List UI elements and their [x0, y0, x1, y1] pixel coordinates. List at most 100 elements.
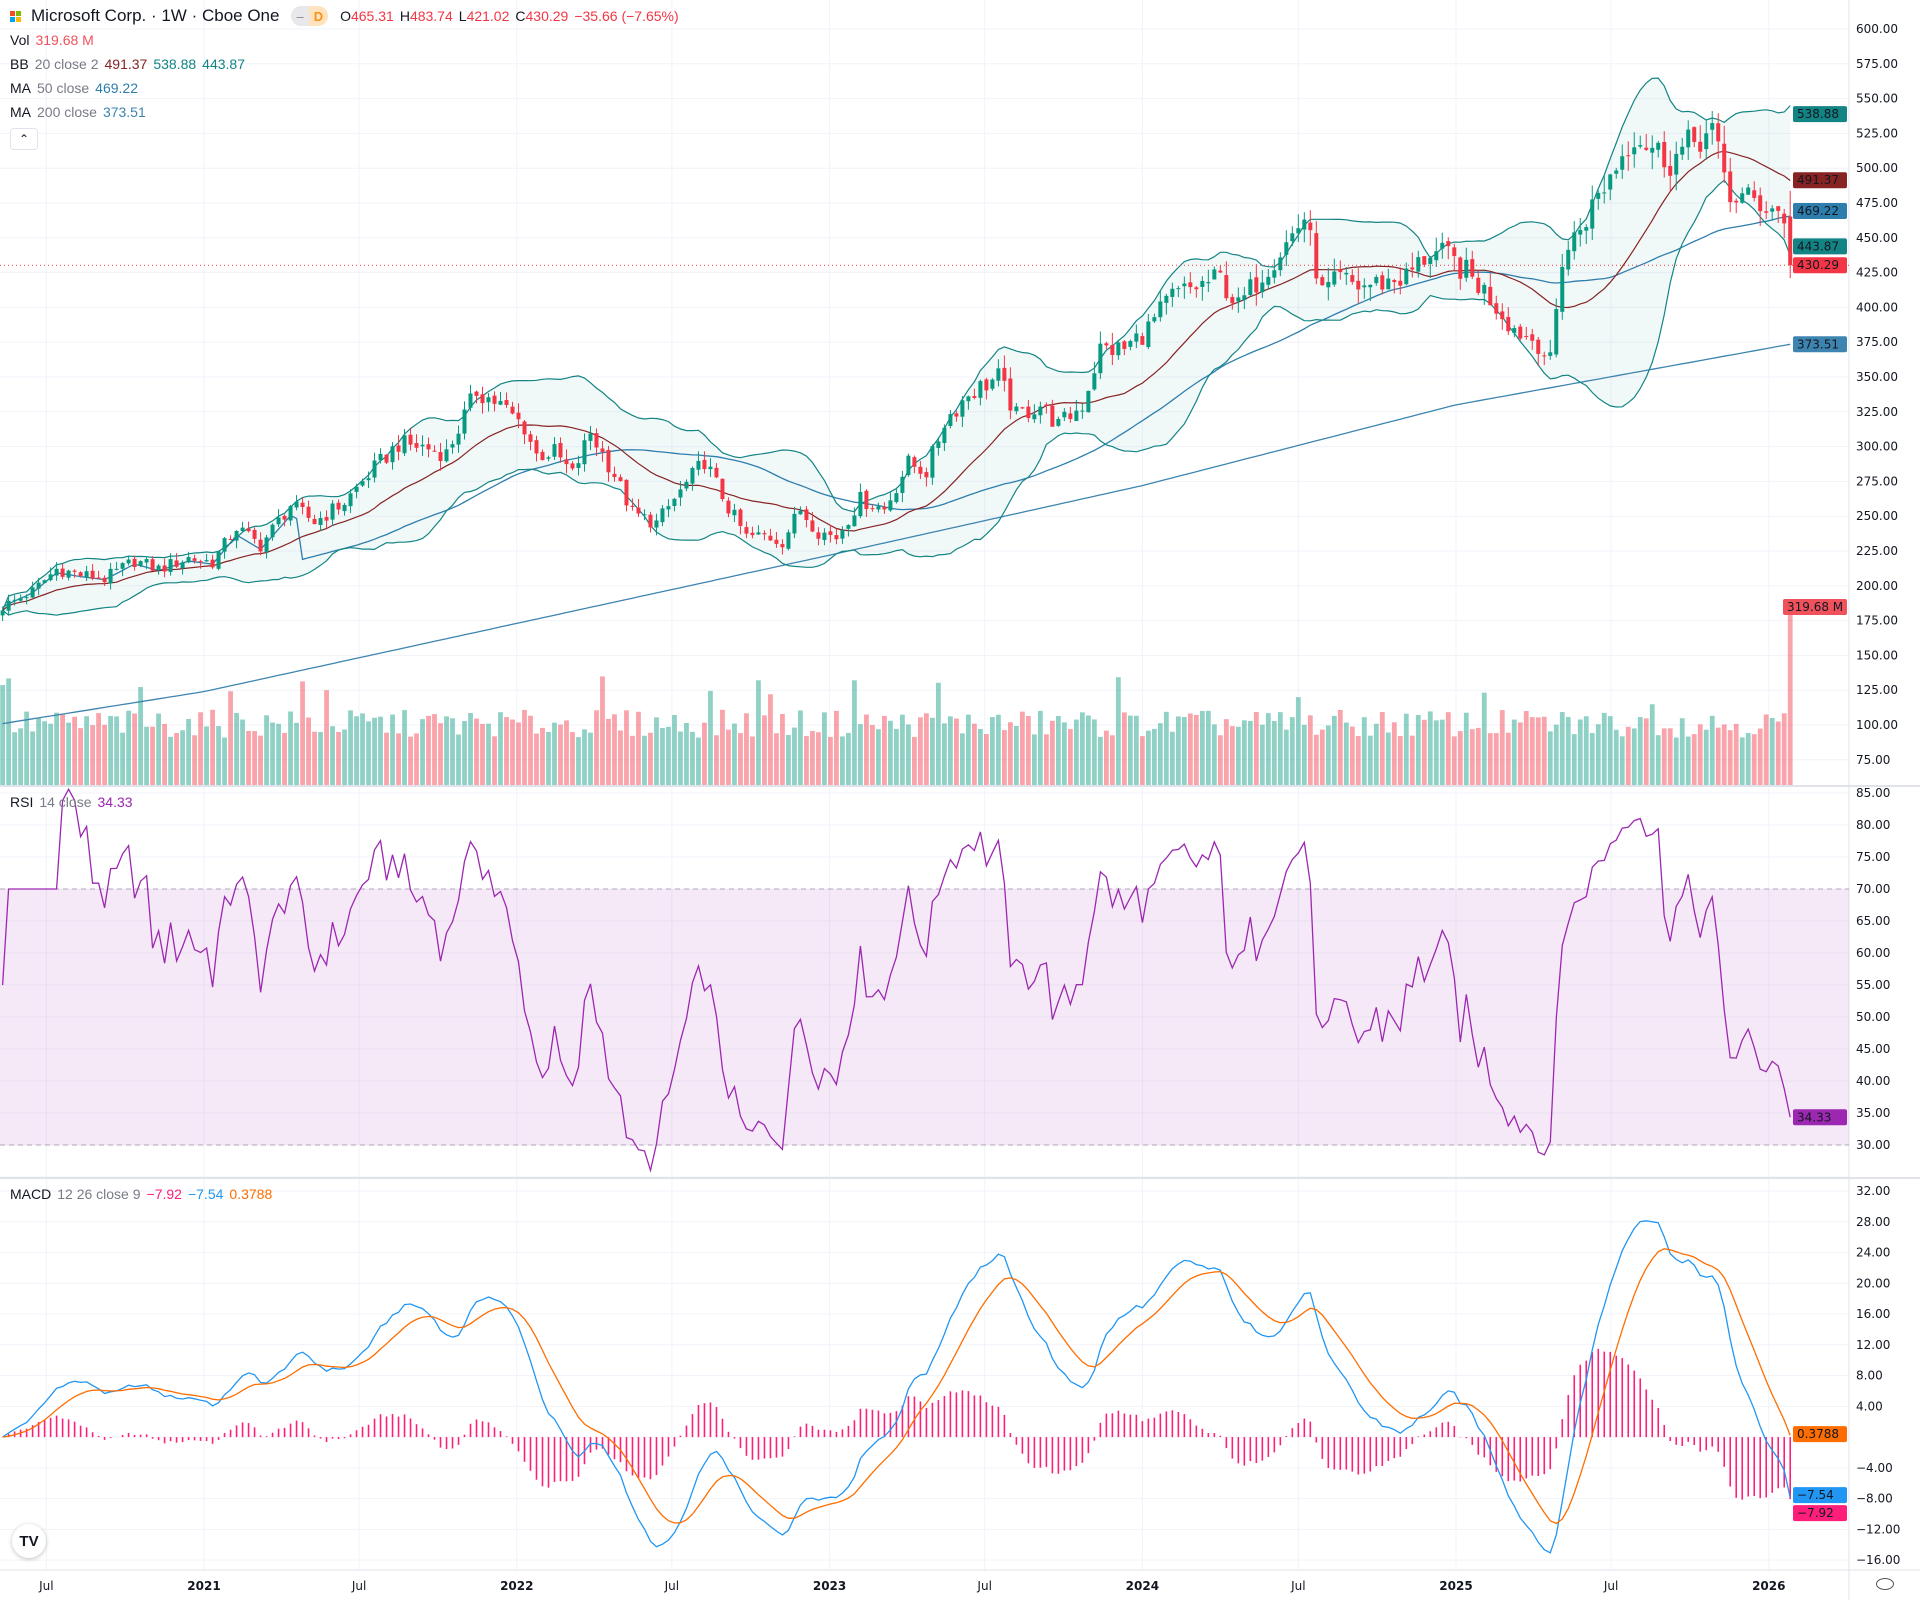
- candle-body: [1356, 280, 1361, 290]
- candle-body: [966, 396, 971, 402]
- volume-bar: [1463, 712, 1469, 785]
- volume-bar: [1769, 717, 1775, 785]
- volume-bar: [300, 681, 305, 785]
- volume-bar: [294, 722, 299, 785]
- volume-bar: [1523, 711, 1529, 785]
- volume-bar: [798, 710, 803, 785]
- volume-bar: [468, 712, 473, 785]
- rsi-legend[interactable]: RSI 14 close 34.33: [10, 794, 133, 810]
- candle-body: [1518, 326, 1523, 339]
- volume-bar: [372, 717, 377, 785]
- macd-line-value: −7.54: [187, 1186, 224, 1202]
- volume-bar: [1655, 735, 1661, 785]
- settings-eye-icon[interactable]: [1876, 1578, 1894, 1590]
- volume-bar: [252, 731, 257, 785]
- price-axis-label: 100.00: [1856, 718, 1898, 732]
- candle-body: [438, 452, 443, 462]
- candle-body: [174, 560, 179, 567]
- price-axis-label: 150.00: [1856, 648, 1898, 662]
- volume-legend[interactable]: Vol 319.68 M: [10, 32, 94, 48]
- volume-bar: [816, 732, 821, 785]
- candle-body: [1650, 147, 1655, 153]
- volume-bar: [1121, 712, 1127, 785]
- vol-label: Vol: [10, 32, 30, 48]
- candle-body: [900, 476, 905, 493]
- candle-body: [972, 396, 977, 398]
- volume-bar: [1499, 710, 1505, 785]
- price-axis-label: 525.00: [1856, 126, 1898, 140]
- volume-bar: [1493, 733, 1499, 785]
- candle-body: [618, 477, 623, 481]
- volume-bar: [1127, 715, 1133, 785]
- ma200-legend[interactable]: MA 200 close 373.51: [10, 104, 146, 120]
- volume-bar: [989, 717, 995, 785]
- candle-body: [78, 572, 83, 576]
- candle-body: [1050, 405, 1055, 427]
- volume-bar: [186, 718, 191, 785]
- volume-bar: [977, 729, 983, 785]
- macd-legend[interactable]: MACD 12 26 close 9 −7.92 −7.54 0.3788: [10, 1186, 272, 1202]
- candle-body: [1548, 352, 1553, 356]
- volume-bar: [510, 719, 515, 785]
- price-badge-text: 469.22: [1797, 204, 1839, 218]
- volume-bar: [102, 724, 107, 785]
- price-badge: [1793, 257, 1847, 274]
- candle-body: [1620, 156, 1625, 170]
- volume-bar: [1367, 735, 1373, 785]
- volume-bar: [1223, 719, 1229, 785]
- candle-body: [306, 506, 311, 518]
- candle-body: [1122, 341, 1127, 349]
- candle-body: [1218, 270, 1223, 273]
- ma50-legend[interactable]: MA 50 close 469.22: [10, 80, 138, 96]
- volume-bar: [24, 711, 30, 785]
- candle-body: [594, 433, 599, 448]
- collapse-legend-button[interactable]: ⌃: [10, 128, 38, 150]
- candle-body: [1572, 232, 1577, 252]
- volume-bar: [1361, 717, 1367, 785]
- tradingview-logo-icon[interactable]: TV: [12, 1524, 46, 1558]
- candle-body: [420, 444, 425, 447]
- market-status-pill[interactable]: – D: [291, 6, 329, 26]
- candle-body: [1062, 411, 1067, 418]
- volume-bar: [1397, 736, 1403, 785]
- candle-body: [1110, 345, 1115, 356]
- candle-body: [270, 524, 275, 538]
- pill-left: –: [291, 6, 309, 26]
- candle-body: [1740, 193, 1745, 203]
- bb-basis-value: 491.37: [104, 56, 148, 72]
- price-axis-label: 350.00: [1856, 370, 1898, 384]
- macd-axis-label: 20.00: [1856, 1276, 1890, 1290]
- time-axis-label: Jul: [351, 1579, 366, 1593]
- candle-body: [258, 539, 263, 552]
- rsi-label: RSI: [10, 794, 34, 810]
- candle-body: [1704, 133, 1709, 150]
- volume-bar: [1313, 734, 1319, 785]
- volume-bar: [318, 732, 323, 785]
- macd-badge-text: −7.92: [1797, 1506, 1834, 1520]
- volume-bar: [312, 731, 317, 785]
- symbol-title[interactable]: Microsoft Corp. · 1W · Cboe One: [31, 6, 280, 25]
- candle-body: [1668, 165, 1673, 176]
- candle-body: [798, 510, 803, 515]
- close-label: C: [515, 8, 526, 24]
- volume-bar: [1475, 727, 1481, 785]
- candle-body: [756, 532, 761, 535]
- macd-hist-value: −7.92: [146, 1186, 182, 1202]
- rsi-axis-label: 85.00: [1856, 786, 1890, 800]
- candle-body: [1296, 228, 1301, 234]
- volume-bar: [1145, 730, 1151, 785]
- bb-legend[interactable]: BB 20 close 2 491.37 538.88 443.87: [10, 56, 245, 72]
- candle-body: [24, 597, 29, 599]
- volume-bar: [288, 711, 293, 785]
- volume-bar: [546, 731, 551, 785]
- candle-body: [816, 532, 821, 539]
- volume-bar: [1073, 719, 1079, 785]
- candle-body: [1146, 321, 1151, 348]
- rsi-value: 34.33: [97, 794, 133, 810]
- candle-body: [1002, 367, 1007, 381]
- volume-bar: [1115, 677, 1121, 785]
- volume-bar: [282, 732, 287, 785]
- volume-bar: [1733, 723, 1739, 785]
- candle-body: [378, 453, 383, 461]
